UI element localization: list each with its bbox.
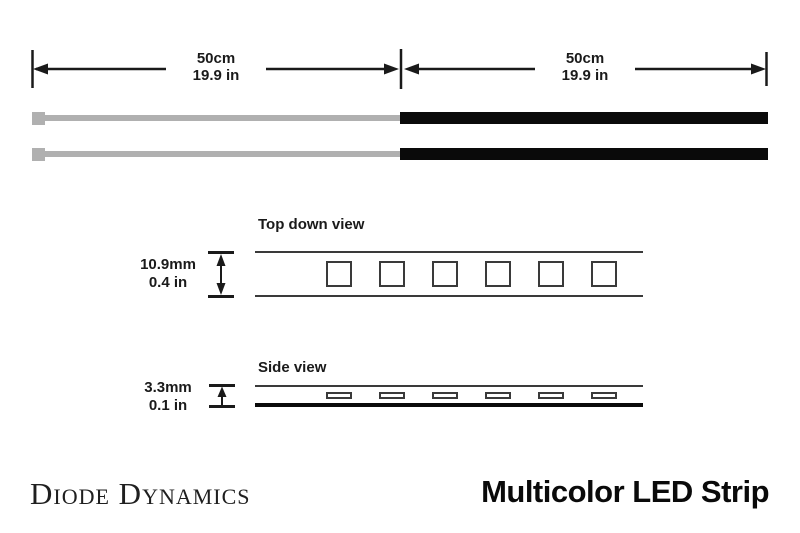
length-dimension-label-right: 50cm 19.9 in	[535, 50, 635, 84]
length-metric: 50cm	[565, 50, 605, 67]
height-imperial: 0.1 in	[148, 397, 188, 414]
length-metric: 50cm	[196, 50, 236, 67]
brand-logo: Diode Dynamics	[30, 476, 251, 511]
side-view-label: Side view	[258, 359, 327, 376]
side-view-top-edge	[255, 385, 643, 387]
side-view-led-row	[326, 392, 617, 399]
led-chip	[432, 392, 458, 399]
top-down-led-row	[326, 261, 617, 287]
product-title: Multicolor LED Strip	[481, 474, 769, 509]
led-chip	[485, 261, 511, 287]
strip1-wire	[44, 115, 400, 121]
length-imperial: 19.9 in	[561, 67, 609, 84]
strip2-wire	[44, 151, 400, 157]
led-chip	[485, 392, 511, 399]
led-chip	[326, 392, 352, 399]
led-chip	[432, 261, 458, 287]
length-dimension-label-left: 50cm 19.9 in	[166, 50, 266, 84]
width-imperial: 0.4 in	[148, 274, 188, 291]
led-chip	[379, 261, 405, 287]
top-down-strip-bottom-edge	[255, 295, 643, 297]
width-metric: 10.9mm	[140, 256, 196, 273]
strip1-connector	[32, 112, 45, 125]
led-chip	[538, 261, 564, 287]
side-view-base	[255, 403, 643, 407]
height-dimension-label: 3.3mm 0.1 in	[130, 379, 206, 415]
height-metric: 3.3mm	[144, 379, 192, 396]
strip2-connector	[32, 148, 45, 161]
led-chip	[591, 392, 617, 399]
strip2-led-strip	[400, 148, 768, 160]
led-chip	[591, 261, 617, 287]
led-chip	[538, 392, 564, 399]
strip1-led-strip	[400, 112, 768, 124]
led-chip	[326, 261, 352, 287]
top-down-strip-top-edge	[255, 251, 643, 253]
length-imperial: 19.9 in	[192, 67, 240, 84]
top-down-view-label: Top down view	[258, 216, 365, 233]
width-dimension-label: 10.9mm 0.4 in	[130, 256, 206, 292]
led-chip	[379, 392, 405, 399]
